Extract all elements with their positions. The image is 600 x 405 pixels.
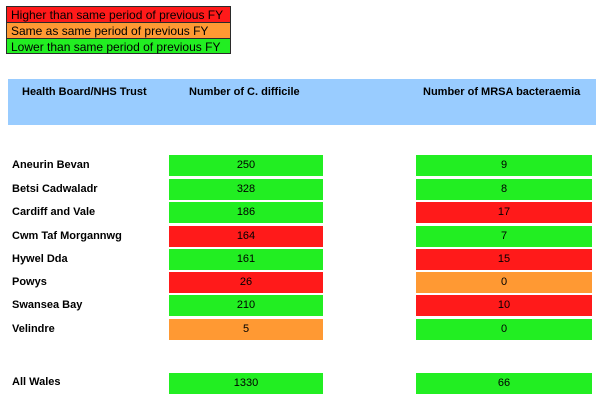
- row-label: Cardiff and Vale: [12, 206, 96, 218]
- table-header: [8, 79, 596, 125]
- mrsa-cell: 7: [416, 226, 592, 247]
- row-label: Hywel Dda: [12, 253, 68, 265]
- row-label: Powys: [12, 276, 47, 288]
- cdiff-cell: 250: [169, 155, 323, 176]
- total-mrsa-cell: 66: [416, 373, 592, 394]
- row-label: Velindre: [12, 323, 55, 335]
- row-label: Betsi Cadwaladr: [12, 183, 98, 195]
- mrsa-cell: 15: [416, 249, 592, 270]
- header-c-difficile: Number of C. difficile: [189, 86, 300, 98]
- cdiff-cell: 5: [169, 319, 323, 340]
- cdiff-cell: 26: [169, 272, 323, 293]
- cdiff-cell: 328: [169, 179, 323, 200]
- total-cdiff-cell: 1330: [169, 373, 323, 394]
- mrsa-cell: 8: [416, 179, 592, 200]
- row-label: Cwm Taf Morgannwg: [12, 230, 122, 242]
- row-label: Aneurin Bevan: [12, 159, 90, 171]
- header-health-board: Health Board/NHS Trust: [22, 86, 147, 98]
- cdiff-cell: 164: [169, 226, 323, 247]
- cdiff-cell: 210: [169, 295, 323, 316]
- mrsa-cell: 10: [416, 295, 592, 316]
- header-mrsa: Number of MRSA bacteraemia: [423, 86, 581, 98]
- mrsa-cell: 0: [416, 319, 592, 340]
- legend-same: Same as same period of previous FY: [6, 22, 231, 38]
- legend-lower: Lower than same period of previous FY: [6, 38, 231, 54]
- legend-higher: Higher than same period of previous FY: [6, 6, 231, 22]
- mrsa-cell: 17: [416, 202, 592, 223]
- mrsa-cell: 9: [416, 155, 592, 176]
- total-label: All Wales: [12, 376, 61, 388]
- cdiff-cell: 161: [169, 249, 323, 270]
- row-label: Swansea Bay: [12, 299, 83, 311]
- cdiff-cell: 186: [169, 202, 323, 223]
- mrsa-cell: 0: [416, 272, 592, 293]
